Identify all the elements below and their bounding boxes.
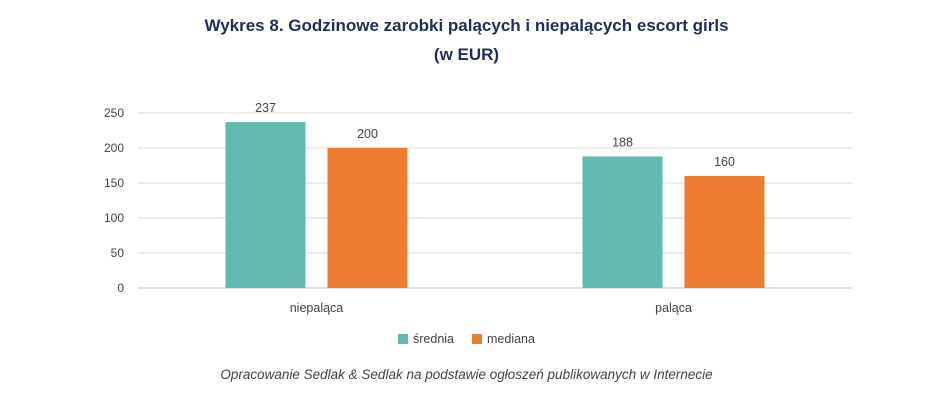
bar: [582, 156, 663, 288]
y-tick-label: 200: [104, 141, 124, 155]
chart-title: Wykres 8. Godzinowe zarobki palących i n…: [204, 16, 729, 35]
bar-chart: 0 50 100 150 200 250 237 200 niepaląca 188 160 palą…: [104, 101, 852, 315]
y-tick-label: 50: [111, 246, 125, 260]
data-label: 188: [612, 135, 633, 149]
chart-subtitle: (w EUR): [433, 45, 500, 64]
legend-swatch-mediana: [472, 334, 483, 344]
bar: [684, 176, 765, 288]
legend-swatch-srednia: [398, 334, 409, 344]
y-tick-label: 250: [104, 106, 124, 120]
legend-label-mediana: mediana: [487, 332, 535, 346]
data-label: 200: [357, 127, 378, 141]
bar: [225, 122, 306, 288]
legend-item-srednia: średnia: [398, 332, 454, 346]
data-label: 237: [255, 101, 276, 115]
y-tick-label: 100: [104, 211, 124, 225]
bar: [327, 148, 408, 288]
legend-item-mediana: mediana: [472, 332, 535, 346]
y-tick-label: 150: [104, 176, 124, 190]
legend-label-srednia: średnia: [413, 332, 455, 346]
data-label: 160: [714, 155, 735, 169]
legend: średnia mediana: [0, 332, 933, 346]
y-tick-label: 0: [117, 281, 124, 295]
source-note: Opracowanie Sedlak & Sedlak na podstawie…: [220, 367, 713, 382]
x-category-label: paląca: [655, 301, 692, 315]
x-category-label: niepaląca: [290, 301, 344, 315]
